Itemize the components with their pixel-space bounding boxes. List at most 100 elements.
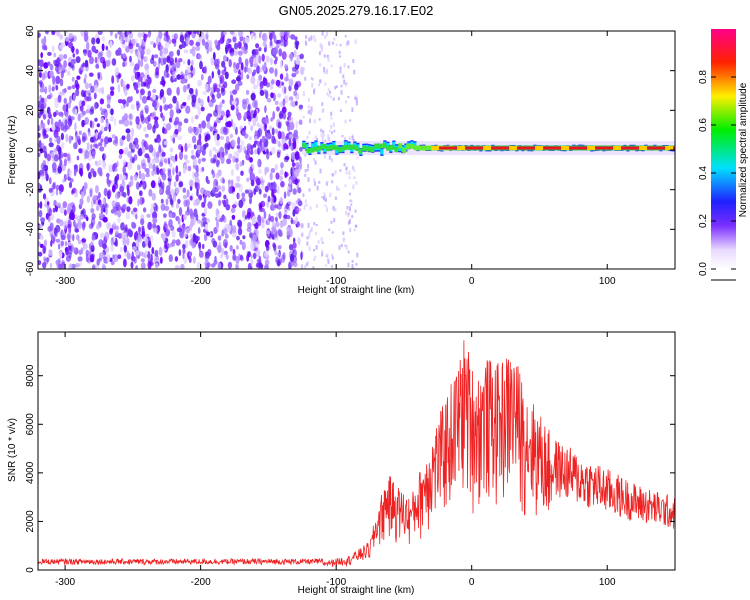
spectrogram-noise-cell [206,231,210,236]
spectrogram-sparse-cell [321,109,324,114]
spectrogram-noise-cell [210,98,216,103]
spectrogram-noise-cell [39,108,44,115]
spectrogram-noise-cell [194,114,199,120]
spectrogram-sparse-cell [303,204,306,210]
spectrogram-noise-cell [250,254,253,259]
spectrogram-noise-cell [123,227,127,234]
spectrogram-sparse-cell [310,106,313,110]
spectrogram-x-tick-label: 100 [599,276,616,287]
spectrogram-noise-cell [292,179,297,185]
spectrogram-sparse-cell [339,66,342,71]
spectrogram-noise-cell [130,104,135,110]
spectrogram-noise-cell [121,135,126,141]
spectrogram-noise-cell [216,133,220,141]
spectrogram-noise-cell [129,31,132,34]
spectrogram-noise-cell [217,169,222,177]
spectrogram-noise-cell [232,155,236,163]
spectrogram-noise-cell [197,79,203,87]
spectrogram-signal-core [402,147,407,153]
spectrogram-noise-cell [238,31,244,38]
spectrogram-noise-cell [79,260,82,267]
spectrogram-noise-cell [269,215,275,223]
spectrogram-noise-cell [186,66,191,72]
spectrogram-noise-cell [296,221,301,228]
spectrogram-noise-cell [178,171,182,177]
spectrogram-noise-cell [92,194,98,201]
spectrogram-noise-cell [273,188,277,194]
spectrogram-noise-cell [277,229,283,235]
spectrogram-noise-cell [168,254,173,262]
spectrogram-noise-cell [134,174,138,180]
colorbar: 0.0 0.2 0.4 0.6 0.8 Normalized spectral ampl… [698,29,749,281]
spectrogram-noise-cell [249,157,254,163]
spectrogram-noise-cell [237,50,243,56]
snr-y-tick-label: 4000 [25,461,36,484]
spectrogram-sparse-cell [319,43,322,48]
spectrogram-noise-cell [250,76,256,85]
spectrogram-noise-cell [274,221,280,228]
spectrogram-noise-cell [131,157,135,164]
spectrogram-noise-cell [172,137,176,144]
spectrogram-noise-cell [60,132,64,141]
spectrogram-noise-cell [117,47,122,56]
spectrogram-noise-cell [156,151,160,159]
spectrogram-noise-cell [209,126,214,132]
spectrogram-noise-cell [63,159,67,167]
spectrogram-noise-cell [108,123,111,133]
spectrogram-x-ticks: -300 -200 -100 0 100 [55,31,616,287]
spectrogram-noise-cell [295,100,298,106]
spectrogram-noise-cell [224,71,229,80]
spectrogram-sparse-cell [329,192,332,198]
spectrogram-noise-cell [38,71,42,78]
spectrogram-sparse-cell [334,86,337,90]
spectrogram-noise-cell [206,262,211,268]
spectrogram-noise-cell [190,218,194,228]
spectrogram-noise-cell [252,84,258,90]
spectrogram-sparse-cell [355,263,358,266]
spectrogram-noise-cell [113,234,116,243]
spectrogram-noise-cell [42,193,47,200]
spectrogram-noise-cell [272,92,276,102]
spectrogram-noise-cell [277,252,280,257]
spectrogram-noise-cell [62,126,68,133]
spectrogram-noise-cell [140,262,146,269]
spectrogram-noise-cell [49,262,53,269]
spectrogram-sparse-cell [354,224,357,228]
spectrogram-noise-cell [193,144,197,150]
spectrogram-x-tick-label: -200 [191,276,211,287]
spectrogram-noise-cell [71,247,77,252]
spectrogram-noise-cell [289,134,294,139]
spectrogram-noise-cell [152,101,157,108]
spectrogram-signal-cell [398,145,402,151]
spectrogram-y-tick-label: 20 [25,104,36,116]
spectrogram-sparse-cell [334,196,337,200]
spectrogram-noise-cell [175,203,180,209]
spectrogram-signal-cell [335,148,339,154]
spectrogram-noise-cell [60,42,66,48]
spectrogram-noise-cell [53,52,57,58]
spectrogram-noise-cell [188,73,192,80]
spectrogram-noise-cell [294,151,300,160]
spectrogram-noise-cell [105,45,109,51]
spectrogram-noise-cell [282,98,286,107]
spectrogram-noise-cell [107,189,112,198]
spectrogram-noise-cell [140,81,144,87]
spectrogram-noise-cell [90,207,95,214]
spectrogram-noise-cell [38,210,43,218]
spectrogram-noise-cell [286,215,291,220]
spectrogram-sparse-cell [352,138,355,144]
spectrogram-sparse-cell [311,109,314,112]
spectrogram-noise-cell [260,182,265,190]
spectrogram-noise-cell [60,234,66,241]
spectrogram-noise-cell [189,208,193,217]
spectrogram-sparse-cell [335,188,338,191]
spectrogram-noise-cell [259,66,263,73]
spectrogram-noise-cell [55,224,61,233]
snr-frame [37,331,676,571]
spectrogram-signal-peak-cell [639,146,648,151]
spectrogram-noise-cell [103,187,108,197]
spectrogram-noise-cell [279,197,284,205]
spectrogram-noise-cell [110,244,115,252]
spectrogram-noise-cell [246,74,250,80]
spectrogram-sparse-cell [325,264,328,267]
